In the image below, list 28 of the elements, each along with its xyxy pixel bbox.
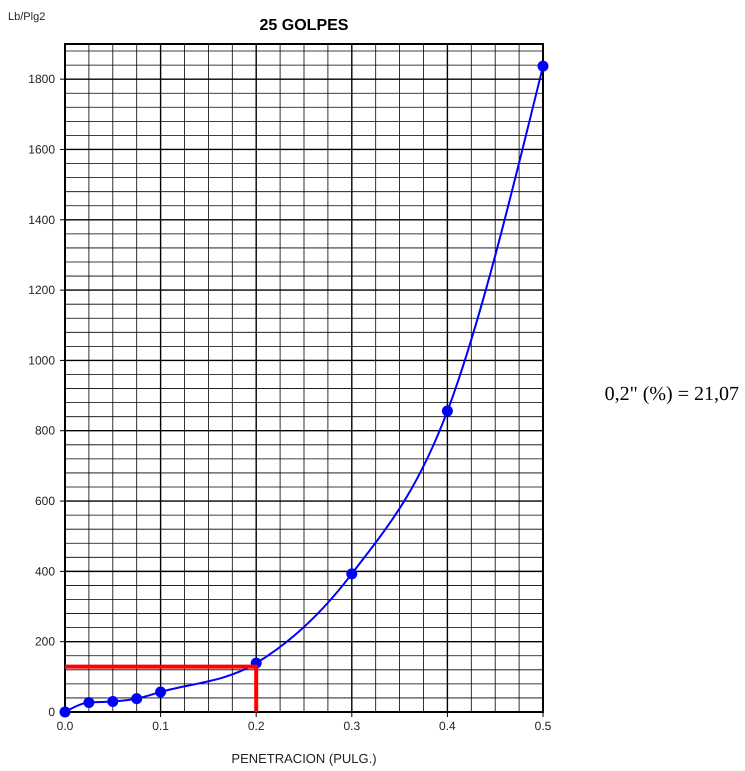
point [538,60,548,72]
y-tick-label: 1000 [28,353,56,368]
y-tick-label: 200 [34,634,56,649]
text: 0,2" (%) = 21,07 [604,383,739,405]
x-tick-label: 0.2 [248,719,265,733]
y-axis-title: Lb/Plg2 [8,11,46,23]
x-tick-label: 0.1 [152,719,170,733]
x-tick-label: 0.3 [343,719,360,733]
chart-title: 25 GOLPES [260,17,349,34]
y-tick-label: 1400 [28,212,56,227]
y-tick-label: 600 [34,494,56,508]
y-tick-label: 1600 [28,142,56,156]
y-tick-label: 800 [34,424,56,438]
point [131,693,142,704]
x-tick-label: 0.0 [56,719,74,733]
point [155,686,166,698]
x-axis-title: PENETRACION (PULG.) [231,751,377,766]
y-tick-label: 400 [34,564,56,578]
y-tick-label: 1800 [28,72,56,86]
x-tick-label: 0.5 [534,719,552,733]
y-tick-label: 1200 [28,283,56,298]
point [442,406,453,417]
point [83,697,94,708]
point [107,696,118,707]
point [346,568,358,580]
y-tick-label: 0 [48,705,56,719]
point [60,706,70,718]
x-tick-label: 0.4 [439,719,456,733]
